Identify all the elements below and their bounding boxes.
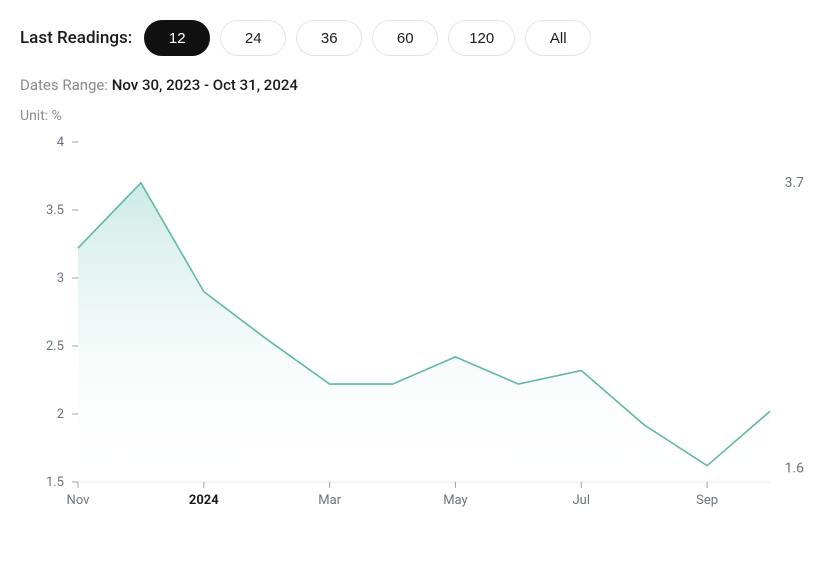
svg-text:2.5: 2.5 [46,339,64,354]
unit-value: % [52,108,62,124]
readings-pill-all[interactable]: All [525,20,591,56]
dates-range-value: Nov 30, 2023 - Oct 31, 2024 [112,76,298,94]
readings-label: Last Readings: [20,28,132,48]
svg-text:Sep: Sep [696,493,718,508]
svg-text:Jul: Jul [573,493,591,508]
dates-range-label: Dates Range: [20,76,108,94]
svg-text:2: 2 [57,407,64,422]
svg-text:Mar: Mar [318,493,341,508]
svg-text:1.6: 1.6 [785,460,805,476]
readings-pill-12[interactable]: 12 [144,20,210,56]
readings-pill-36[interactable]: 36 [296,20,362,56]
svg-text:3.5: 3.5 [46,203,64,218]
svg-text:May: May [443,493,467,508]
svg-text:Nov: Nov [67,493,91,508]
svg-text:2024: 2024 [189,493,219,508]
readings-pill-group: 12 24 36 60 120 All [144,20,591,56]
unit-row: Unit: % [20,108,810,124]
dates-range-row: Dates Range: Nov 30, 2023 - Oct 31, 2024 [20,76,810,94]
svg-text:1.5: 1.5 [46,475,64,490]
svg-text:3: 3 [57,271,64,286]
readings-pill-24[interactable]: 24 [220,20,286,56]
chart-container: 4 3.5 3 2.5 2 1.5Nov 2024 Mar May Jul Sep 3.7 1.6 [20,132,810,532]
readings-pill-60[interactable]: 60 [372,20,438,56]
readings-pill-120[interactable]: 120 [448,20,515,56]
readings-controls: Last Readings: 12 24 36 60 120 All [20,20,810,56]
svg-text:4: 4 [57,135,65,150]
unit-label: Unit: [20,108,48,124]
svg-text:3.7: 3.7 [785,175,805,191]
area-chart: 4 3.5 3 2.5 2 1.5Nov 2024 Mar May Jul Sep 3.7 1.6 [20,132,810,532]
